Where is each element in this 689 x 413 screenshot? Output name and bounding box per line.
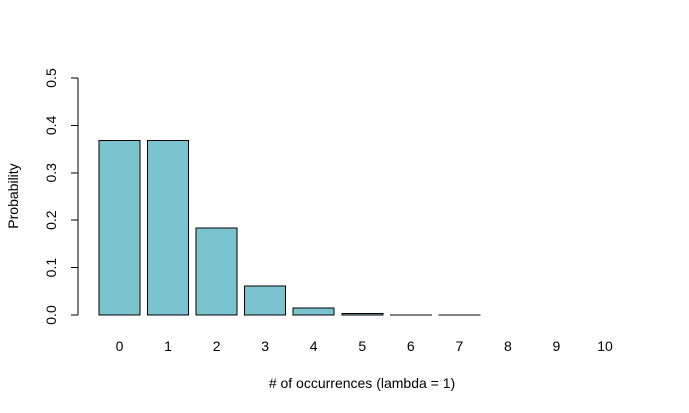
x-tick-label: 1 [164,338,172,354]
bar-0 [98,140,141,316]
y-tick-label: 0.1 [43,258,59,278]
y-tick-label: 0.3 [43,163,59,183]
bars-layer [98,140,481,316]
x-tick-label: 5 [358,338,366,354]
y-tick-label: 0.4 [43,115,59,135]
y-axis-title: Probability [5,163,21,228]
x-tick-label: 7 [455,338,463,354]
bar-3 [244,285,287,316]
y-tick-label: 0.2 [43,210,59,230]
bar-5 [341,313,384,316]
x-tick-label: 4 [310,338,318,354]
x-tick-label: 6 [407,338,415,354]
y-tick-label: 0.0 [43,305,59,325]
bar-1 [147,140,190,316]
x-tick-label: 8 [504,338,512,354]
x-tick-label: 0 [116,338,124,354]
x-axis-title: # of occurrences (lambda = 1) [269,375,455,391]
x-tick-label: 10 [597,338,613,354]
x-tick-label: 9 [553,338,561,354]
y-tick-label: 0.5 [43,68,59,88]
bar-4 [292,307,335,316]
x-tick-label: 2 [213,338,221,354]
x-tick-label: 3 [261,338,269,354]
bar-2 [195,227,238,316]
x-category-labels: 0 1 2 3 4 5 6 7 8 9 10 [116,338,613,354]
y-axis: 0.0 0.1 0.2 0.3 0.4 0.5 [43,68,79,325]
